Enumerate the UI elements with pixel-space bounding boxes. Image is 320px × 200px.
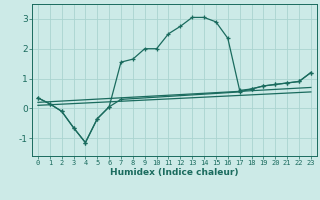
X-axis label: Humidex (Indice chaleur): Humidex (Indice chaleur) [110,168,239,177]
